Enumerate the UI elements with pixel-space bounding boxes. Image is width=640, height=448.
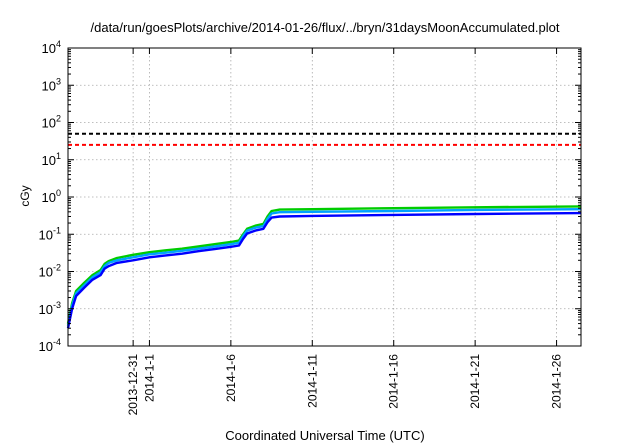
y-tick-label-exponent: 0: [56, 188, 61, 198]
reference-lines: [68, 132, 581, 146]
y-tick-label: 102: [42, 114, 61, 131]
series-line: [66, 205, 582, 324]
grid: [68, 48, 581, 346]
y-tick-label-base: 10: [39, 227, 53, 242]
y-tick-label: 104: [42, 39, 61, 56]
y-tick-label: 100: [42, 188, 61, 205]
y-tick-label-base: 10: [42, 190, 56, 205]
y-tick-label-base: 10: [42, 41, 56, 56]
y-tick-label-exponent: 2: [56, 114, 61, 124]
y-tick-label: 103: [42, 76, 61, 93]
y-tick-label-exponent: -1: [53, 225, 61, 235]
series-lines: [66, 205, 582, 329]
x-tick-label: 2014-1-21: [468, 354, 482, 409]
y-tick-label-exponent: 1: [56, 151, 61, 161]
chart-title: /data/run/goesPlots/archive/2014-01-26/f…: [91, 20, 560, 35]
x-axis: 2013-12-31 2014-1-1 2014-1-6 2014-1-11 2014-…: [126, 48, 564, 416]
y-tick-label-base: 10: [42, 116, 56, 131]
x-tick-label: 2014-1-11: [305, 354, 319, 408]
y-tick-label-base: 10: [39, 265, 53, 280]
y-tick-label: 10-2: [39, 263, 61, 280]
y-tick-label-base: 10: [42, 78, 56, 93]
x-tick-label: 2014-1-26: [550, 354, 564, 409]
x-tick-label: 2014-1-6: [224, 354, 238, 402]
y-tick-label-exponent: -4: [53, 337, 61, 347]
y-tick-label-base: 10: [42, 153, 56, 168]
series-line: [66, 211, 582, 329]
y-tick-label-exponent: 4: [56, 39, 61, 49]
y-tick-label-exponent: -2: [53, 263, 61, 273]
series-line: [66, 208, 582, 326]
x-tick-label: 2014-1-16: [387, 354, 401, 409]
y-tick-label: 10-4: [39, 337, 61, 354]
y-tick-label: 10-3: [39, 300, 61, 317]
y-axis-label: cGy: [18, 185, 32, 206]
y-tick-label: 101: [42, 151, 61, 168]
y-tick-label: 10-1: [39, 225, 61, 242]
x-tick-label: 2014-1-1: [142, 354, 156, 402]
y-tick-label-base: 10: [39, 302, 53, 317]
y-tick-label-base: 10: [39, 339, 53, 354]
x-tick-label: 2013-12-31: [126, 354, 140, 416]
y-tick-label-exponent: 3: [56, 76, 61, 86]
y-tick-label-exponent: -3: [53, 300, 61, 310]
x-axis-label: Coordinated Universal Time (UTC): [225, 428, 424, 443]
